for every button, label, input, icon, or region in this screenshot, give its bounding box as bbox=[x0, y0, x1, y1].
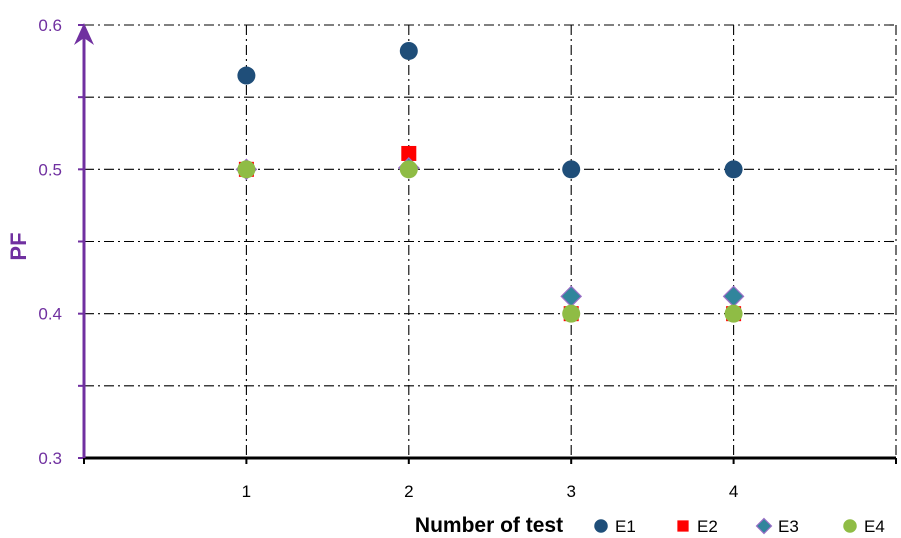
y-tick-label: 0.5 bbox=[38, 160, 62, 179]
x-tick-label: 4 bbox=[729, 482, 738, 501]
x-tick-label: 2 bbox=[404, 482, 413, 501]
legend-marker-e1 bbox=[594, 519, 608, 533]
legend: E1 E2 E3 E4 bbox=[594, 517, 885, 536]
x-tick-label: 3 bbox=[566, 482, 575, 501]
y-tick-label: 0.4 bbox=[38, 305, 62, 324]
data-points bbox=[235, 41, 745, 323]
legend-label-e4: E4 bbox=[864, 517, 885, 536]
legend-label-e1: E1 bbox=[615, 517, 636, 536]
legend-marker-e2 bbox=[677, 520, 689, 532]
point-e1 bbox=[237, 66, 256, 85]
x-tick-label: 1 bbox=[242, 482, 251, 501]
legend-marker-e4 bbox=[843, 519, 857, 533]
point-e2 bbox=[401, 145, 417, 161]
point-e3 bbox=[560, 285, 583, 308]
y-axis-label: PF bbox=[6, 232, 31, 260]
point-e4 bbox=[562, 304, 581, 323]
axes bbox=[74, 23, 897, 464]
y-tick-label: 0.6 bbox=[38, 16, 62, 35]
point-e1 bbox=[724, 160, 743, 179]
legend-label-e2: E2 bbox=[697, 517, 718, 536]
legend-label-e3: E3 bbox=[778, 517, 799, 536]
y-axis-arrowhead bbox=[74, 23, 94, 45]
point-e1 bbox=[399, 41, 418, 60]
point-e4 bbox=[399, 160, 418, 179]
y-tick-labels: 0.3 0.4 0.5 0.6 bbox=[38, 16, 62, 468]
point-e4 bbox=[724, 304, 743, 323]
x-tick-labels: 1 2 3 4 bbox=[242, 482, 739, 501]
point-e3 bbox=[722, 285, 745, 308]
legend-marker-e3 bbox=[755, 517, 773, 535]
point-e1 bbox=[562, 160, 581, 179]
x-axis-label: Number of test bbox=[415, 514, 563, 537]
point-e4 bbox=[237, 160, 256, 179]
y-tick-label: 0.3 bbox=[38, 449, 62, 468]
grid-lines bbox=[84, 24, 897, 458]
